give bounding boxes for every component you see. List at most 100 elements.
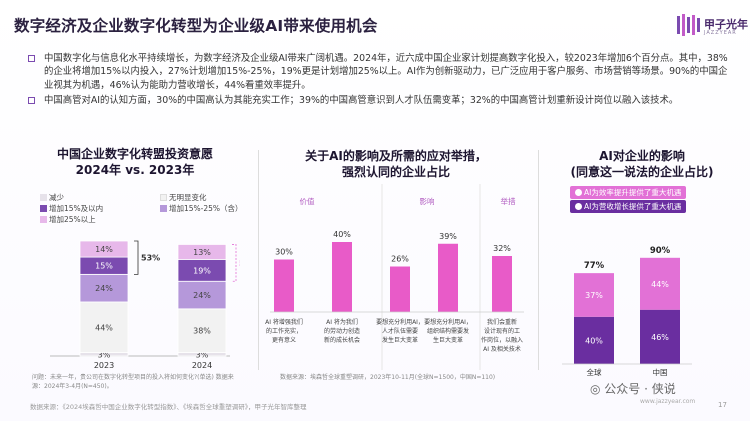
chart1-note: 问题：未来一年，贵公司在数字化转型项目的投入将如何变化?(单选) 数据来源：20… <box>32 374 234 390</box>
bar-value-label: 3% <box>196 350 209 359</box>
bracket-label: 59% <box>239 259 240 268</box>
legend-label: 无明显变化 <box>169 193 207 202</box>
bar-value-label: 3% <box>98 350 111 359</box>
legend-label: AI为效率提升提供了重大机遇 <box>584 188 682 197</box>
bar-segment <box>177 280 227 310</box>
bar-segment <box>177 244 227 260</box>
bracket-line <box>134 240 139 275</box>
bullet-square-icon <box>28 55 35 62</box>
bar-total-label: 77% <box>584 261 605 271</box>
watermark-url: www.jazzyear.com <box>640 398 696 405</box>
chart3-title: AI对企业的影响 (同意这一说法的企业占比) <box>542 148 742 180</box>
legend-15: 增加15%及以内 <box>40 203 103 214</box>
chart1-title-line: 中国企业数字化转盟投资意愿 <box>56 147 213 161</box>
bullet-text: 中国高管对AI的认知方面，30%的中国高认为其能充实工作；39%的中国高管意识到… <box>44 95 679 107</box>
category-label: 组织结构需要发 <box>427 327 469 335</box>
category-label: AI 将为我们 <box>326 318 358 326</box>
ai-impact-chart-panel: 关于AI的影响及所需的应对举措， 强烈认同的企业占比 价值 影响 举措 30% AI 将… <box>262 140 530 381</box>
legend-nochange: 无明显变化 <box>160 192 207 203</box>
page-title: 数字经济及企业数字化转型为企业级AI带来使用机会 <box>14 17 378 35</box>
chart1-svg: 3% 44% 24% 15% 14% 2023 3% 38% 24% 19% 13% 2024 53% 5… <box>50 240 240 370</box>
legend-label: 增加25%以上 <box>49 215 96 224</box>
bullet-square-icon <box>28 97 35 105</box>
bar-value-label: 15% <box>95 262 113 271</box>
logo-subtext: JAZZYEAR <box>704 30 737 36</box>
divider <box>258 150 259 370</box>
group-label: 价值 <box>300 196 315 206</box>
bar-value-label: 26% <box>391 255 409 264</box>
chart2-note: 数据来源：埃森哲全球重塑调研，2023年10-11月(全球N=1500，中国N=… <box>280 374 496 381</box>
category-label: AI 及相关技术 <box>483 345 521 353</box>
watermark: ◎ 公众号 · 侠说 <box>590 382 676 396</box>
category-label: 更有意义 <box>272 336 296 344</box>
chart3-svg: 40% 37% 77% 全球 46% 44% 90% 中国 <box>562 246 692 377</box>
brand-logo: 甲子光年 JAZZYEAR <box>676 10 748 44</box>
category-label: 设计现有的工 <box>484 327 520 335</box>
bar-value-label: 30% <box>275 248 293 257</box>
bar-value-label: 24% <box>193 291 211 300</box>
legend-25: 增加25%以上 <box>40 214 96 225</box>
category-label: 作岗位，以融入 <box>481 336 523 344</box>
ai-opportunity-chart-panel: AI对企业的影响 (同意这一说法的企业占比) AI为效率提升提供了重大机遇 AI… <box>542 140 742 380</box>
bracket-line <box>232 244 237 282</box>
bar-segment <box>640 309 680 364</box>
bar-value-label: 13% <box>193 248 211 257</box>
category-label: 发生巨大变革 <box>382 336 418 344</box>
watermark-text: 公众号 · 侠说 <box>604 382 676 396</box>
bar-value-label: 32% <box>493 244 511 253</box>
chart3-title-line: (同意这一说法的企业占比) <box>570 165 714 179</box>
bar-segment <box>79 301 129 353</box>
bullet-item: 中国数字化与信息化水平持续增长，为数字经济及企业级AI带来广阔机遇。2024年，… <box>28 52 730 92</box>
bar-value-label: 40% <box>585 336 603 345</box>
investment-chart-panel: 中国企业数字化转盟投资意愿 2024年 vs. 2023年 减少 增加15%及以… <box>30 140 243 390</box>
x-tick-label: 2023 <box>94 361 114 370</box>
bar-segment <box>177 308 227 353</box>
bar-value-label: 14% <box>95 245 113 254</box>
group-label: 影响 <box>420 196 435 206</box>
legend-label: AI为营收增长提供了重大机遇 <box>584 202 682 211</box>
bar-value-label: 38% <box>193 327 211 336</box>
category-label: 的劳动力创造 <box>324 327 360 335</box>
category-label: AI 将增强我们 <box>265 318 303 326</box>
legend-label: 增加15%及以内 <box>49 204 104 213</box>
bar-value-label: 39% <box>439 232 457 241</box>
bar-value-label: 40% <box>333 230 351 239</box>
divider <box>538 150 539 370</box>
category-label: 要想充分利用AI， <box>424 318 472 326</box>
bullet-item: 中国高管对AI的认知方面，30%的中国高认为其能充实工作；39%的中国高管意识到… <box>28 94 730 107</box>
bar-value-label: 24% <box>95 284 113 293</box>
x-tick-label: 2024 <box>192 361 212 370</box>
logo-bars-icon <box>677 14 700 36</box>
legend-label: 减少 <box>49 193 64 202</box>
category-label: 新的成长机会 <box>324 336 360 344</box>
legend-decrease: 减少 <box>40 192 64 203</box>
summary-bullets: 中国数字化与信息化水平持续增长，为数字经济及企业级AI带来广阔机遇。2024年，… <box>28 52 730 110</box>
bar-segment <box>79 240 129 258</box>
bar-value-label: 44% <box>651 280 669 289</box>
bar-segment <box>640 257 680 310</box>
chart2-title-line: 强烈认同的企业占比 <box>341 165 450 179</box>
x-tick-label: 全球 <box>587 367 602 377</box>
footer-source: 数据来源：《2024埃森哲中国企业数字化转型指数》、《埃森哲全球重塑调研》，甲子… <box>30 403 307 411</box>
chart2-title-line: 关于AI的影响及所需的应对举措， <box>305 149 487 163</box>
chart1-title: 中国企业数字化转盟投资意愿 2024年 vs. 2023年 <box>30 146 240 178</box>
category-label: 我们会重新 <box>487 318 517 326</box>
category-label: 人才队伍需要 <box>382 327 418 335</box>
chart2-title: 关于AI的影响及所需的应对举措， 强烈认同的企业占比 <box>262 148 530 180</box>
bar <box>390 266 410 312</box>
logo-text: 甲子光年 <box>704 18 748 31</box>
bar-segment <box>574 273 614 317</box>
bar <box>274 259 294 312</box>
bar <box>492 256 512 312</box>
legend-efficiency: AI为效率提升提供了重大机遇 <box>570 186 687 199</box>
group-label: 举措 <box>501 196 516 206</box>
x-tick-label: 中国 <box>653 367 668 377</box>
chart1-title-line: 2024年 vs. 2023年 <box>75 163 195 177</box>
bar-value-label: 19% <box>193 266 211 275</box>
bar <box>332 242 352 312</box>
category-label: 生巨大变革 <box>433 336 463 344</box>
category-label: 要想充分利用AI， <box>376 318 424 326</box>
legend-15-25: 增加15%-25%（含） <box>160 203 243 214</box>
